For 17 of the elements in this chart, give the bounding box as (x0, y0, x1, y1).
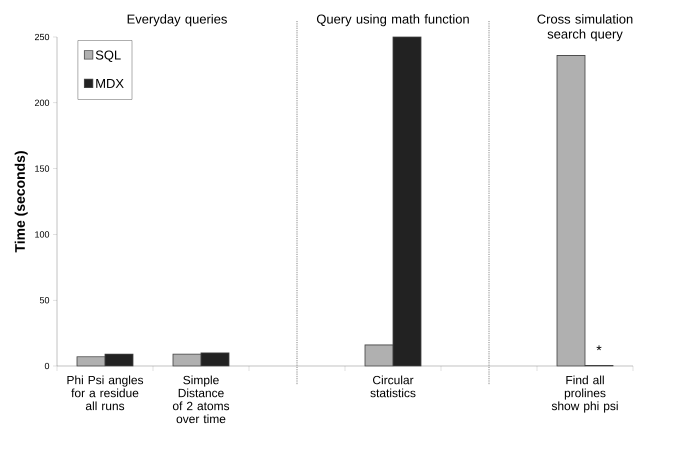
text: Query using math function (316, 14, 469, 26)
x-tick-label: Simple Distance of 2 atoms over time (172, 376, 230, 424)
legend-label: MDX (96, 79, 124, 88)
y-tick-label: 250 (34, 34, 50, 40)
y-tick-label: 0 (44, 362, 50, 370)
y-tick-label: 50 (40, 297, 50, 304)
annotation: Cross simulation search query (537, 14, 632, 42)
annotation: * (596, 345, 602, 350)
y-tick-label: 150 (35, 165, 50, 172)
x-tick-label: Circular statistics (370, 376, 416, 398)
text: Everyday queries (128, 14, 227, 26)
y-tick-label: 100 (35, 231, 50, 238)
y-tick-label: 200 (34, 100, 50, 106)
legend-label: SQL (96, 50, 121, 62)
y-axis-title: Time (seconds) (14, 151, 28, 252)
x-tick-label: Phi Psi angles for a residue all runs (67, 376, 144, 410)
x-tick-label: Find all prolines show phi psi (552, 376, 618, 413)
